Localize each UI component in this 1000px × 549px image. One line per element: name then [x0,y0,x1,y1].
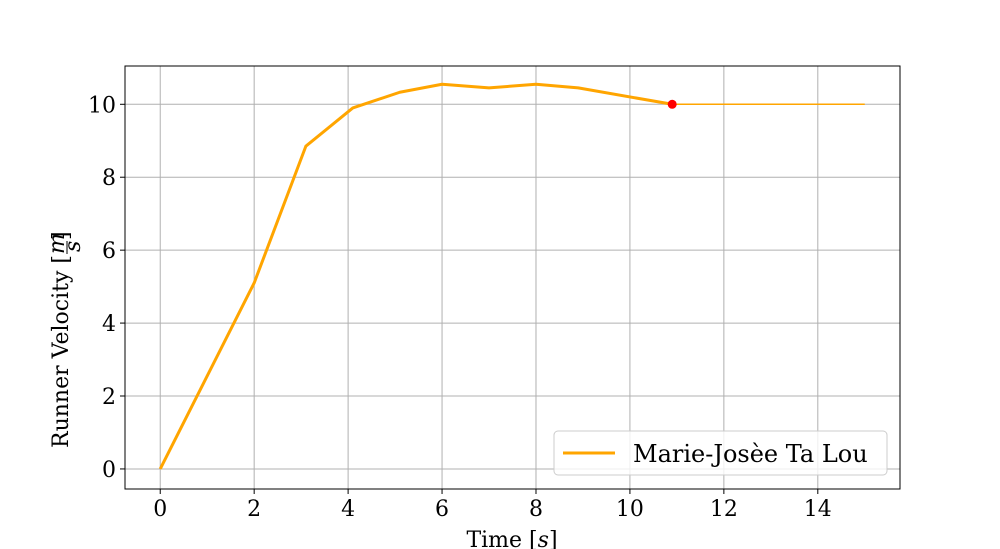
x-tick-label: 4 [341,497,355,522]
y-tick-label: 0 [102,458,116,483]
legend: Marie-Josèe Ta Lou [553,430,888,476]
legend-label: Marie-Josèe Ta Lou [633,440,868,468]
x-tick-label: 2 [247,497,261,522]
y-axis-label-close: ] [49,231,74,240]
x-axis-label-text: Time [ [466,528,537,549]
x-axis-label: Time [s] [466,528,557,549]
plot-frame [124,65,901,490]
y-axis-label-unit-num: m [45,233,70,254]
y-tick-label: 10 [88,93,116,118]
series-group [158,82,865,470]
y-tick-label: 2 [102,385,116,410]
x-tick-label: 14 [804,497,832,522]
x-tick-label: 0 [153,497,167,522]
x-tick-label: 12 [710,497,738,522]
x-tick-label: 6 [435,497,449,522]
x-tick-label: 8 [529,497,543,522]
y-axis-ticks: 0 2 4 6 8 10 [88,93,125,483]
y-axis-label-unit-den: s [61,241,86,252]
series-line [158,82,673,470]
x-axis-ticks: 0 2 4 6 8 10 12 14 [153,489,832,522]
finish-marker-point [667,99,677,109]
y-axis-label: Runner Velocity [ m s ] [45,231,86,448]
y-tick-label: 8 [102,166,116,191]
y-axis-label-text: Runner Velocity [ [49,255,74,448]
y-tick-label: 4 [102,312,116,337]
y-tick-label: 6 [102,239,116,264]
x-axis-label-unit: s [538,528,549,549]
x-axis-label-close: ] [549,528,558,549]
grid [125,66,900,489]
legend-box [553,430,888,476]
x-tick-label: 10 [616,497,644,522]
